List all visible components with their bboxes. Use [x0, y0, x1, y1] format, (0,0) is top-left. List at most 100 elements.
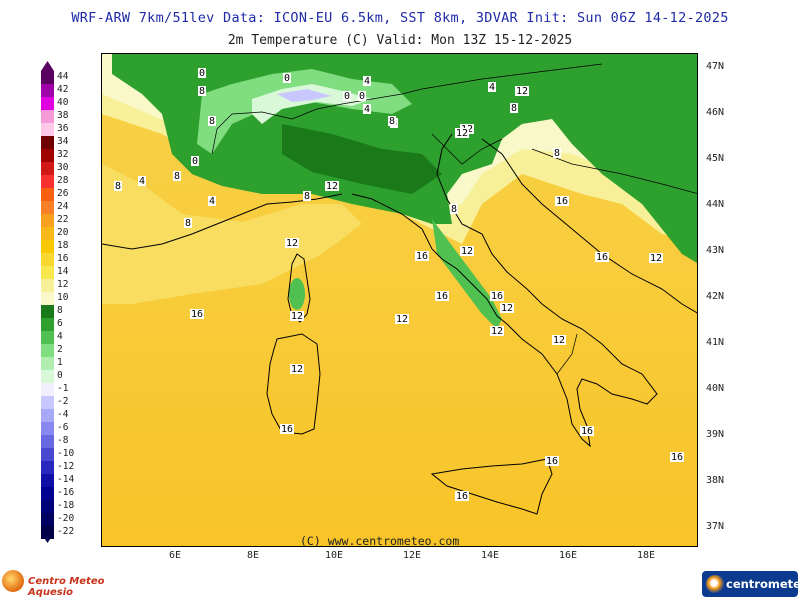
legend-swatch — [41, 396, 54, 409]
latitude-tick-label: 39N — [706, 429, 725, 440]
contour-label: 12 — [326, 181, 338, 192]
legend-swatch — [41, 357, 54, 370]
contour-label: 4 — [209, 196, 215, 207]
contour-label: 16 — [596, 252, 608, 263]
longitude-ticks: 6E 8E 10E 12E 14E 16E 18E — [101, 550, 698, 564]
contour-label-bg — [595, 252, 609, 262]
contour-label: 0 — [359, 91, 365, 102]
legend-swatch — [41, 435, 54, 448]
legend-swatch — [41, 175, 54, 188]
legend-entry: 24 — [36, 201, 96, 214]
legend-entry: 38 — [36, 110, 96, 123]
latitude-tick-label: 42N — [706, 291, 725, 302]
latitude-tick-label: 44N — [706, 199, 725, 210]
legend-label: 24 — [57, 201, 69, 212]
contour-label: 4 — [364, 104, 370, 115]
longitude-tick-label: 16E — [559, 550, 578, 561]
contour-label: 12 — [461, 246, 473, 257]
contour-label-bg — [545, 456, 559, 466]
legend-entry: 14 — [36, 266, 96, 279]
legend-entry: 42 — [36, 84, 96, 97]
contour-label: 12 — [456, 128, 468, 139]
legend-label: 34 — [57, 136, 69, 147]
contour-label: 8 — [511, 103, 517, 114]
contour-label-bg — [580, 426, 594, 436]
contour-label: 16 — [416, 251, 428, 262]
contour-label: 4 — [489, 82, 495, 93]
legend-label: -22 — [57, 526, 75, 537]
longitude-tick-label: 10E — [325, 550, 344, 561]
legend-label: 12 — [57, 279, 69, 290]
legend-entry: -20 — [36, 513, 96, 526]
contour-label: 12 — [291, 311, 303, 322]
temperature-map: 0880484800481212408128881212488121216161… — [101, 53, 698, 547]
legend-entry: -14 — [36, 474, 96, 487]
legend-entry: 32 — [36, 149, 96, 162]
legend-label: 1 — [57, 357, 63, 368]
legend-swatch — [41, 84, 54, 97]
contour-label-bg — [552, 335, 566, 345]
brand-left-logo: Centro Meteo Aquesio — [2, 570, 152, 598]
legend-entry: -1 — [36, 383, 96, 396]
corsica-mountain — [289, 278, 305, 310]
legend-swatch — [41, 500, 54, 513]
band-apennines — [432, 219, 502, 329]
legend-label: 10 — [57, 292, 69, 303]
legend-entry: 4 — [36, 331, 96, 344]
legend-label: 0 — [57, 370, 63, 381]
legend-label: -14 — [57, 474, 75, 485]
legend-label: -18 — [57, 500, 75, 511]
contour-label: 16 — [456, 491, 468, 502]
legend-label: 16 — [57, 253, 69, 264]
legend-entry: 44 — [36, 71, 96, 84]
contour-label-bg — [363, 76, 371, 86]
contour-label-bg — [198, 86, 206, 96]
legend-entry: -12 — [36, 461, 96, 474]
legend-entry: 16 — [36, 253, 96, 266]
contour-label: 8 — [209, 116, 215, 127]
contour-label-bg — [208, 196, 216, 206]
contour-label: 12 — [291, 364, 303, 375]
legend-arrow-down-icon — [41, 533, 54, 543]
contour-label: 16 — [671, 452, 683, 463]
legend-swatch — [41, 201, 54, 214]
contour-label-bg — [280, 424, 294, 434]
legend-swatch — [41, 383, 54, 396]
brand-right-logo[interactable]: centrometeo — [702, 571, 800, 597]
contour-label: 8 — [389, 116, 395, 127]
contour-label: 16 — [546, 456, 558, 467]
contour-label-bg — [455, 128, 469, 138]
legend-label: 30 — [57, 162, 69, 173]
temperature-legend: 44 42 40 38 36 34 32 30 28 26 24 22 20 18 16 14 12 10 8 6 4 2… — [36, 61, 76, 543]
legend-entry: 28 — [36, 175, 96, 188]
contour-label-bg — [191, 156, 199, 166]
latitude-tick-label: 41N — [706, 337, 725, 348]
contour-label-bg — [290, 364, 304, 374]
legend-label: -6 — [57, 422, 69, 433]
legend-entry: 30 — [36, 162, 96, 175]
legend-entry: -18 — [36, 500, 96, 513]
latitude-tick-label: 45N — [706, 153, 725, 164]
latitude-tick-label: 47N — [706, 61, 725, 72]
contour-label-bg — [415, 251, 429, 261]
contour-label: 0 — [344, 91, 350, 102]
contour-label: 4 — [364, 76, 370, 87]
legend-label: 20 — [57, 227, 69, 238]
legend-swatch — [41, 123, 54, 136]
band-6-po-valley — [282, 124, 442, 194]
legend-swatch — [41, 331, 54, 344]
sun-logo-icon — [2, 570, 24, 592]
contour-label-bg — [435, 291, 449, 301]
legend-label: 40 — [57, 97, 69, 108]
legend-swatch — [41, 474, 54, 487]
longitude-tick-label: 18E — [637, 550, 656, 561]
legend-label: -4 — [57, 409, 69, 420]
contour-label-bg — [173, 171, 181, 181]
legend-label: 6 — [57, 318, 63, 329]
legend-entry: 0 — [36, 370, 96, 383]
legend-swatch — [41, 318, 54, 331]
legend-swatch — [41, 487, 54, 500]
legend-entry: 22 — [36, 214, 96, 227]
contour-label-bg — [490, 291, 504, 301]
longitude-tick-label: 6E — [169, 550, 182, 561]
